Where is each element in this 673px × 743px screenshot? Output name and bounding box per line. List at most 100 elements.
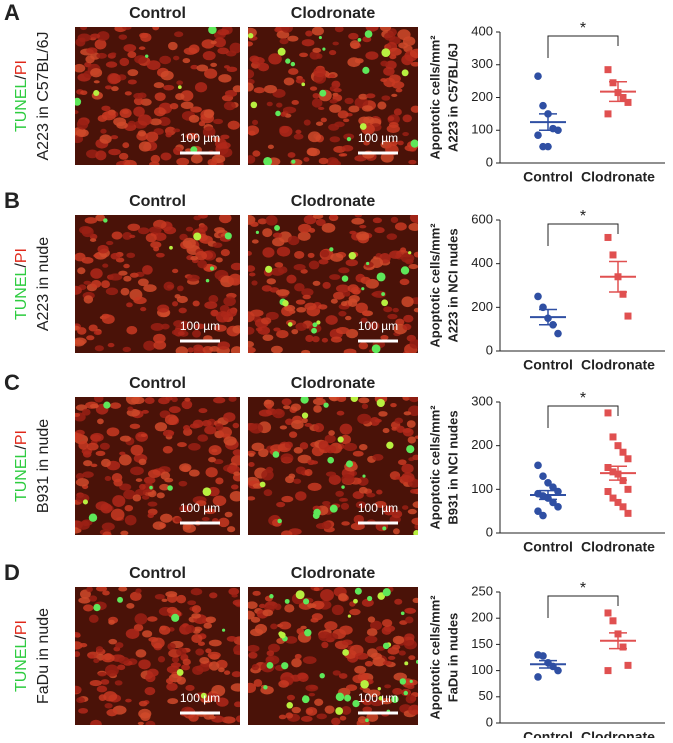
nucleus: [163, 84, 175, 91]
nucleus: [360, 276, 371, 285]
nucleus: [143, 284, 157, 292]
nucleus: [122, 142, 130, 149]
nucleus: [154, 422, 168, 432]
panel: C TUNEL/PI B931 in nude 100 µm Control 100 µm…: [4, 370, 665, 555]
tunel-cell: [265, 265, 273, 273]
nucleus: [331, 717, 341, 725]
tunel-cell: [353, 598, 358, 604]
nucleus: [190, 256, 199, 261]
data-point: [554, 329, 562, 338]
nucleus: [196, 64, 209, 72]
nucleus: [145, 720, 156, 725]
nucleus: [182, 658, 191, 666]
nucleus: [374, 418, 382, 423]
tunel-cell: [266, 661, 274, 669]
nucleus: [213, 118, 224, 125]
nucleus: [97, 672, 107, 677]
scale-bar-label: 100 µm: [180, 131, 220, 145]
nucleus: [402, 132, 409, 137]
nucleus: [134, 55, 148, 64]
tunel-cell: [408, 251, 412, 255]
nucleus: [157, 656, 166, 663]
nucleus: [90, 719, 102, 725]
tunel-cell: [382, 642, 390, 650]
image-title: Clodronate: [291, 5, 376, 22]
tunel-cell: [224, 232, 232, 240]
micrograph: [248, 397, 418, 535]
micrograph: [75, 215, 240, 353]
nucleus: [142, 482, 154, 493]
tunel-cell: [75, 97, 82, 106]
nucleus: [293, 133, 304, 140]
nucleus: [89, 238, 97, 242]
nucleus: [276, 246, 291, 257]
nucleus: [363, 140, 370, 146]
nucleus: [250, 221, 259, 227]
stain-part: /: [13, 263, 30, 268]
nucleus: [333, 291, 345, 300]
nucleus: [75, 641, 83, 650]
tunel-cell: [284, 598, 290, 604]
nucleus: [400, 247, 407, 253]
nucleus: [284, 636, 298, 644]
nucleus: [122, 346, 132, 353]
nucleus: [258, 409, 273, 417]
nucleus: [100, 128, 107, 134]
nucleus: [401, 472, 415, 483]
nucleus: [125, 628, 140, 639]
nucleus: [94, 397, 104, 403]
nucleus: [180, 101, 194, 110]
nucleus: [335, 490, 344, 497]
nucleus: [339, 423, 353, 435]
nucleus: [287, 235, 300, 246]
nucleus: [187, 600, 197, 606]
nucleus: [233, 471, 240, 476]
nucleus: [120, 287, 130, 296]
data-point: [534, 673, 542, 681]
nucleus: [250, 616, 261, 623]
nucleus: [388, 121, 399, 129]
tunel-cell: [311, 327, 317, 334]
y-tick-label: 200: [471, 610, 493, 625]
nucleus: [253, 679, 263, 687]
nucleus: [287, 152, 296, 158]
nucleus: [124, 504, 134, 512]
tunel-cell: [82, 499, 88, 505]
nucleus: [202, 50, 216, 61]
nucleus: [223, 296, 236, 307]
nucleus: [380, 697, 393, 705]
stain-part: PI: [13, 60, 30, 75]
nucleus: [147, 469, 161, 478]
nucleus: [178, 480, 188, 487]
image-title: Clodronate: [291, 565, 376, 582]
nucleus: [412, 454, 418, 461]
tunel-cell: [291, 159, 296, 164]
nucleus: [406, 420, 416, 428]
nucleus: [402, 397, 411, 401]
nucleus: [293, 447, 303, 454]
nucleus: [382, 428, 390, 434]
nucleus: [116, 121, 128, 129]
nucleus: [198, 408, 208, 414]
y-tick-label: 0: [486, 342, 493, 357]
tunel-cell: [221, 628, 226, 632]
nucleus: [218, 74, 232, 83]
y-axis-label: FaDu in nudes: [445, 613, 460, 703]
nucleus: [294, 653, 302, 660]
y-tick-label: 0: [486, 154, 493, 169]
nucleus: [313, 405, 322, 413]
nucleus: [165, 397, 173, 401]
nucleus: [411, 517, 418, 525]
nucleus: [220, 249, 230, 257]
nucleus: [166, 606, 178, 614]
nucleus: [212, 495, 227, 507]
nucleus: [118, 454, 132, 466]
y-tick-label: 200: [471, 299, 493, 314]
nucleus: [318, 631, 332, 642]
nucleus: [95, 450, 106, 457]
nucleus: [114, 680, 123, 686]
nucleus: [250, 628, 264, 637]
nucleus: [119, 451, 126, 456]
data-point: [624, 312, 632, 320]
nucleus: [99, 442, 110, 450]
